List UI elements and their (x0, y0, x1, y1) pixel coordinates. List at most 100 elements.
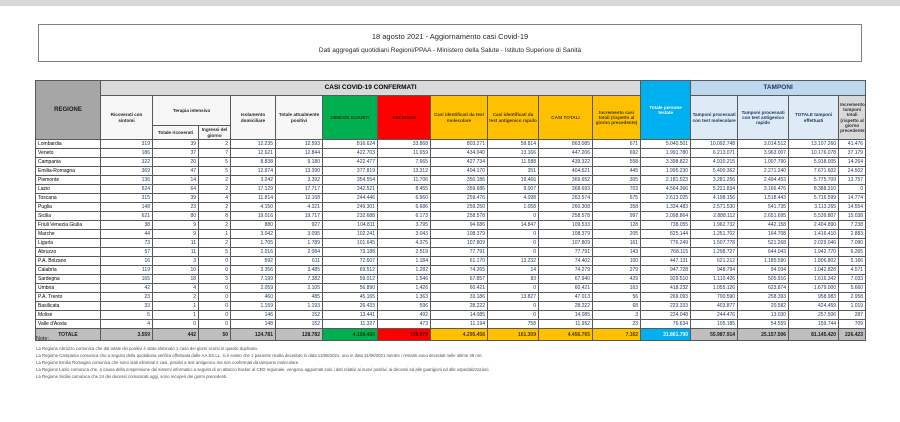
value-cell: 434.040 (430, 148, 488, 158)
table-row: Basilicata 33 1 0 1.159 1.193 26.433 596 28.222 0… (35, 301, 867, 311)
region-cell: Campania (35, 157, 101, 167)
totals-value-cell: 50 (198, 328, 231, 341)
table-row: Emilia-Romagna 369 47 5 12.974 13.390 377.819 1… (35, 166, 867, 176)
table-row: Friuli Venezia Giulia 38 9 2 880 927 104.811 3.… (35, 220, 867, 230)
col-header-deceduti: DECEDUTI (377, 95, 431, 140)
value-cell: 224.048 (640, 310, 692, 320)
value-cell: 19.466 (487, 175, 539, 185)
value-cell: 10 (152, 265, 199, 275)
value-cell: 4.910.215 (690, 157, 739, 167)
value-cell: 2.888.112 (690, 211, 739, 221)
value-cell: 14 (487, 265, 539, 275)
value-cell: 505.916 (737, 274, 790, 284)
value-cell: 4 (152, 283, 199, 293)
value-cell: 13.232 (487, 256, 539, 266)
value-cell: 38 (100, 220, 153, 230)
value-cell: 47.013 (538, 292, 593, 302)
value-cell: 2.029.046 (788, 238, 840, 248)
value-cell: 56 (591, 292, 642, 302)
value-cell: 369.652 (538, 175, 593, 185)
value-cell: 259.476 (430, 193, 488, 203)
value-cell: 0 (487, 301, 539, 311)
table-row: Umbria 42 4 0 2.059 2.105 56.890 1.426 60.421 0 60… (35, 283, 867, 293)
value-cell: 3.095 (275, 229, 323, 239)
value-cell: 39 (152, 139, 199, 149)
table-footer: TOTALE 3.559 442 50 124.781 128.782 4.199.405 1… (35, 328, 867, 341)
value-cell: 3 (591, 310, 642, 320)
value-cell: 422.477 (322, 157, 378, 167)
value-cell: 7.671.602 (788, 166, 840, 176)
region-cell: Puglia (35, 202, 101, 212)
value-cell: 4.150 (230, 202, 276, 212)
value-cell: 60.421 (538, 283, 593, 293)
region-cell: Piemonte (35, 175, 101, 185)
value-cell: 558 (591, 157, 642, 167)
value-cell: 0 (838, 184, 867, 194)
value-cell: 249.301 (322, 202, 378, 212)
value-cell: 76.634 (640, 319, 692, 329)
value-cell: 2.519 (377, 247, 431, 257)
value-cell: 621 (100, 211, 153, 221)
value-cell: 60.421 (430, 283, 488, 293)
value-cell: 9.180 (275, 157, 323, 167)
value-cell: 12.235 (230, 139, 276, 149)
value-cell: 1.298.727 (690, 247, 739, 257)
value-cell: 152 (275, 310, 323, 320)
value-cell: 675 (591, 193, 642, 203)
value-cell: 108.379 (538, 229, 593, 239)
col-header-isolamento: Isolamento domiciliare (230, 95, 276, 140)
value-cell: 368.693 (538, 184, 593, 194)
value-cell: 11.659 (377, 148, 431, 158)
value-cell: 159.744 (788, 319, 840, 329)
value-cell: 28.222 (430, 301, 488, 311)
value-cell: 19.016 (230, 211, 276, 221)
value-cell: 39 (152, 193, 199, 203)
totals-value-cell: 128.782 (275, 328, 323, 341)
bulletin-title: 18 agosto 2021 - Aggiornamento casi Covi… (371, 31, 529, 41)
value-cell: 148 (100, 202, 153, 212)
region-cell: P.A. Trento (35, 292, 101, 302)
value-cell: 611 (275, 256, 323, 266)
value-cell: 3.356 (230, 265, 276, 275)
value-cell: 692 (591, 148, 642, 158)
value-cell: 1.705 (230, 238, 276, 248)
value-cell: 13.030 (737, 310, 790, 320)
value-cell: 143 (591, 247, 642, 257)
table-row: Abruzzo 57 11 5 2.016 2.084 73.188 2.519 77.791 0… (35, 247, 867, 257)
value-cell: 12.844 (275, 148, 323, 158)
value-cell: 73.188 (322, 247, 378, 257)
region-cell: Lombardia (35, 139, 101, 149)
value-cell: 14.264 (838, 157, 867, 167)
value-cell: 15.038 (838, 211, 867, 221)
value-cell: 359.686 (430, 184, 488, 194)
value-cell: 80 (152, 211, 199, 221)
value-cell: 17.717 (275, 184, 323, 194)
value-cell: 244.476 (690, 310, 739, 320)
note-line: La Regione Sicilia comunica che 24 dei d… (36, 373, 228, 379)
value-cell: 11 (152, 247, 199, 257)
col-header-positivi: Totale attualmente positivi (275, 95, 323, 140)
value-cell: 4 (100, 319, 153, 329)
value-cell: 3.281.256 (690, 175, 739, 185)
value-cell: 2 (152, 292, 199, 302)
value-cell: 0 (198, 301, 231, 311)
value-cell: 404.521 (538, 166, 593, 176)
value-cell: 623.874 (737, 283, 790, 293)
value-cell: 1.942.770 (788, 247, 840, 257)
notes-label: Note: (36, 336, 50, 342)
value-cell: 14.085 (430, 310, 488, 320)
value-cell: 1.184 (377, 256, 431, 266)
value-cell: 621.212 (690, 256, 739, 266)
value-cell: 315 (100, 193, 153, 203)
value-cell: 2.098.864 (640, 211, 692, 221)
value-cell: 5.660 (838, 283, 867, 293)
value-cell: 447.206 (538, 148, 593, 158)
value-cell: 59.814 (487, 139, 539, 149)
value-cell: 94.686 (430, 220, 488, 230)
value-cell: 1.019 (838, 301, 867, 311)
totals-value-cell: 31.861.790 (640, 328, 692, 341)
value-cell: 524 (100, 184, 153, 194)
value-cell: 2 (198, 202, 231, 212)
bulletin-subtitle: Dati aggregati quotidiani Regioni/PPAA -… (318, 47, 582, 55)
value-cell: 0 (198, 310, 231, 320)
